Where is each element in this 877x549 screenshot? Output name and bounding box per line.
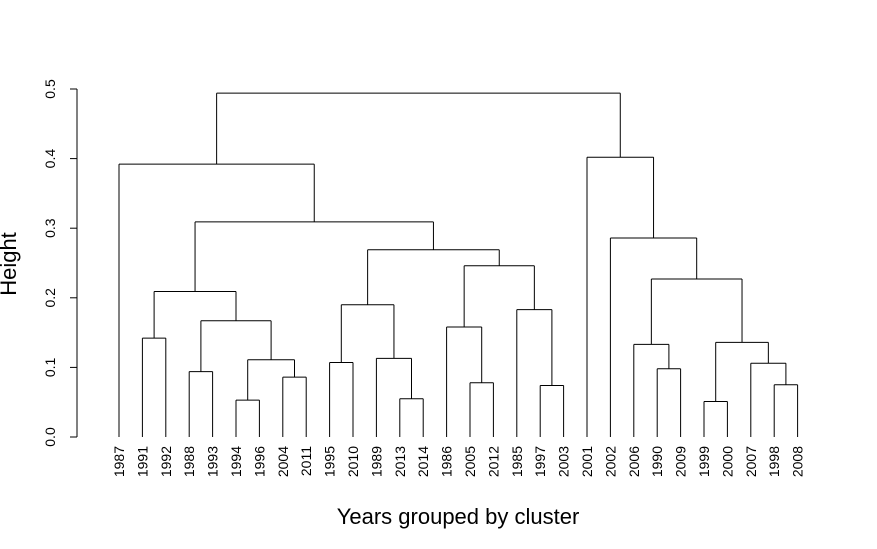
leaf-label: 1996 [251,446,267,477]
leaf-label: 2007 [743,446,759,477]
x-axis-title: Years grouped by cluster [337,504,580,529]
leaf-label: 1989 [368,446,384,477]
leaf-label: 2011 [298,446,314,476]
leaf-label: 1988 [181,446,197,477]
leaf-label: 2010 [345,446,361,477]
y-tick-label: 0.1 [42,357,58,377]
leaf-label: 2014 [415,446,431,477]
leaf-label: 1993 [205,446,221,477]
leaf-label: 1986 [439,446,455,477]
leaf-label: 1997 [532,446,548,477]
leaf-label: 2013 [392,446,408,477]
leaf-label: 2006 [626,446,642,477]
dendrogram-tree [118,92,799,437]
leaf-label: 2008 [790,446,806,477]
leaf-label: 2004 [275,446,291,477]
leaf-label: 2000 [719,446,735,477]
leaf-label: 2009 [673,446,689,477]
y-tick-label: 0.4 [42,149,58,169]
leaf-label: 2001 [579,446,595,477]
leaf-label: 1987 [111,446,127,477]
y-tick-label: 0.5 [42,79,58,99]
y-tick-label: 0.3 [42,218,58,238]
y-axis-title: Height [0,232,21,296]
x-axis-leaf-labels: 1987 1991 1992 1988 1993 1994 1996 2004 2011 1995… [111,446,806,477]
leaf-label: 1995 [322,446,338,477]
leaf-label: 2005 [462,446,478,477]
leaf-label: 1991 [134,446,150,477]
leaf-label: 1994 [228,446,244,477]
leaf-label: 2012 [485,446,501,477]
y-tick-label: 0.0 [42,427,58,447]
leaf-label: 2003 [556,446,572,477]
leaf-label: 1992 [158,446,174,477]
leaf-label: 1999 [696,446,712,477]
y-tick-label: 0.2 [42,288,58,308]
leaf-label: 1998 [766,446,782,477]
leaf-label: 2002 [602,446,618,477]
leaf-label: 1985 [509,446,525,477]
y-axis: 0.0 0.1 0.2 0.3 0.4 0.5 [42,79,78,447]
leaf-label: 1990 [649,446,665,477]
